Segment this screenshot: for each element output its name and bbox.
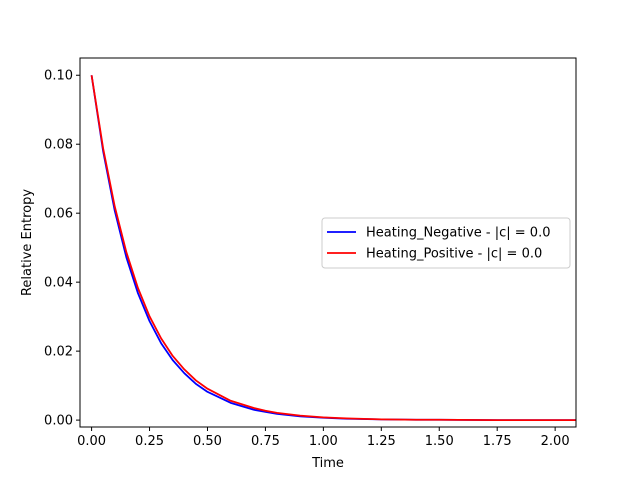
x-axis: 0.00 0.25 0.50 0.75 1.00 1.25 1.50 1.75 2.00 <box>77 427 570 449</box>
x-tick-label: 0.75 <box>251 434 280 449</box>
x-tick-label: 2.00 <box>541 434 570 449</box>
y-tick-label: 0.00 <box>44 414 73 429</box>
series-layer <box>90 75 576 422</box>
legend-label-heating-negative: Heating_Negative - |c| = 0.0 <box>366 226 550 241</box>
x-tick-label: 1.50 <box>425 434 454 449</box>
x-tick-label: 1.00 <box>309 434 338 449</box>
x-tick-label: 0.50 <box>193 434 222 449</box>
y-axis: 0.00 0.02 0.04 0.06 0.08 0.10 <box>44 69 80 429</box>
y-tick-label: 0.08 <box>44 138 73 153</box>
x-tick-label: 1.75 <box>483 434 512 449</box>
legend-box <box>321 217 571 269</box>
y-tick-label: 0.10 <box>44 69 73 84</box>
x-tick-label: 0.00 <box>77 434 106 449</box>
y-axis-label: Relative Entropy <box>20 189 35 296</box>
y-tick-label: 0.06 <box>44 207 73 222</box>
x-tick-label: 0.25 <box>135 434 164 449</box>
x-axis-label: Time <box>311 456 344 471</box>
legend-label-heating-positive: Heating_Positive - |c| = 0.0 <box>366 247 542 262</box>
plot-frame <box>79 57 577 428</box>
y-tick-label: 0.02 <box>44 345 73 360</box>
series-line-1 <box>90 75 576 422</box>
x-tick-label: 1.25 <box>367 434 396 449</box>
y-tick-label: 0.04 <box>44 276 73 291</box>
legend: Heating_Negative - |c| = 0.0 Heating_Pos… <box>321 217 571 269</box>
